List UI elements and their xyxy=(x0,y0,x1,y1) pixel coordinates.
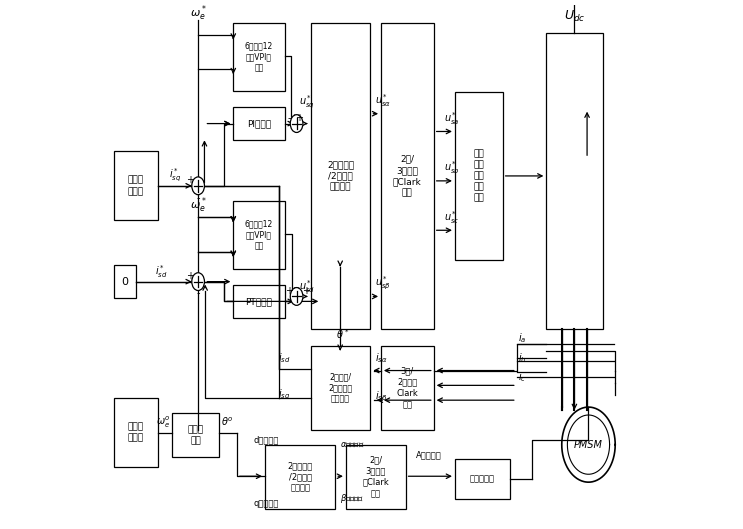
Text: $i_{sq}$: $i_{sq}$ xyxy=(278,388,290,403)
FancyBboxPatch shape xyxy=(114,151,158,221)
Text: 离散积
分器: 离散积 分器 xyxy=(187,425,204,445)
Text: $i_c$: $i_c$ xyxy=(518,370,527,385)
Ellipse shape xyxy=(291,288,303,305)
Text: $u_{sb}^*$: $u_{sb}^*$ xyxy=(444,160,460,177)
Text: $i_{sd}^*$: $i_{sd}^*$ xyxy=(155,263,167,280)
Ellipse shape xyxy=(192,273,204,290)
Text: $u_{sa}^*$: $u_{sa}^*$ xyxy=(444,110,460,127)
FancyBboxPatch shape xyxy=(233,200,285,269)
Text: $u_{sd}^*$: $u_{sd}^*$ xyxy=(299,278,315,295)
Text: 6倍频与12
倍频VPI控
制器: 6倍频与12 倍频VPI控 制器 xyxy=(245,219,273,250)
FancyBboxPatch shape xyxy=(381,23,434,329)
Text: 2相同步速
/2相静止
坐标变换: 2相同步速 /2相静止 坐标变换 xyxy=(327,160,354,191)
Text: $\omega_e^o$: $\omega_e^o$ xyxy=(157,414,171,430)
Text: $\theta^*$: $\theta^*$ xyxy=(336,327,349,341)
Text: PI控制器: PI控制器 xyxy=(247,119,271,128)
Text: $i_a$: $i_a$ xyxy=(518,331,527,345)
Ellipse shape xyxy=(192,177,204,195)
Text: d轴补偿值: d轴补偿值 xyxy=(253,435,279,444)
Text: $i_{s\alpha}$: $i_{s\alpha}$ xyxy=(375,351,388,364)
Text: $\beta$轴补偿值: $\beta$轴补偿值 xyxy=(340,492,365,506)
Text: PMSM: PMSM xyxy=(574,440,603,450)
Text: +: + xyxy=(186,175,195,185)
Text: $u_{sq}^*$: $u_{sq}^*$ xyxy=(299,93,314,111)
Text: 2相/
3相静止
反Clark
变换: 2相/ 3相静止 反Clark 变换 xyxy=(363,455,389,498)
FancyBboxPatch shape xyxy=(114,398,158,467)
FancyBboxPatch shape xyxy=(233,285,285,318)
Text: 二维表生成: 二维表生成 xyxy=(470,475,495,484)
Text: +: + xyxy=(285,286,293,296)
Text: q轴补偿值: q轴补偿值 xyxy=(253,499,279,508)
Text: $\omega_e^*$: $\omega_e^*$ xyxy=(189,196,207,215)
FancyBboxPatch shape xyxy=(381,346,434,430)
Text: 3相/
2相静止
Clark
变换: 3相/ 2相静止 Clark 变换 xyxy=(397,367,418,409)
Text: 0: 0 xyxy=(121,277,129,287)
Text: +: + xyxy=(186,271,195,281)
FancyBboxPatch shape xyxy=(172,413,219,458)
Text: 2相同步速
/2相静止
坐标变换: 2相同步速 /2相静止 坐标变换 xyxy=(288,461,313,492)
Text: $i_{s\beta}$: $i_{s\beta}$ xyxy=(375,390,388,404)
FancyBboxPatch shape xyxy=(265,445,335,509)
Text: $u_{sc}^*$: $u_{sc}^*$ xyxy=(444,209,460,226)
Text: $\omega_e^*$: $\omega_e^*$ xyxy=(189,3,207,23)
Text: 2相静止/
2相同步速
坐标变换: 2相静止/ 2相同步速 坐标变换 xyxy=(328,372,353,404)
FancyBboxPatch shape xyxy=(311,23,371,329)
Text: $u_{s\beta}^*$: $u_{s\beta}^*$ xyxy=(375,275,392,293)
Text: $i_{sd}$: $i_{sd}$ xyxy=(278,351,291,364)
Text: $\alpha$轴补偿值: $\alpha$轴补偿值 xyxy=(340,440,365,449)
FancyBboxPatch shape xyxy=(114,265,136,298)
Text: $i_b$: $i_b$ xyxy=(518,351,527,364)
FancyBboxPatch shape xyxy=(546,33,603,329)
Text: 电压
空间
矢量
脉宽
调制: 电压 空间 矢量 脉宽 调制 xyxy=(473,149,484,203)
Text: PT控制器: PT控制器 xyxy=(245,297,273,306)
Text: 电流频
率扫描: 电流频 率扫描 xyxy=(128,423,144,443)
Text: $i_{sq}^*$: $i_{sq}^*$ xyxy=(169,166,181,184)
Text: 电流幅
值扫描: 电流幅 值扫描 xyxy=(128,176,144,196)
FancyBboxPatch shape xyxy=(233,107,285,140)
Text: -: - xyxy=(196,193,200,203)
FancyBboxPatch shape xyxy=(311,346,371,430)
FancyBboxPatch shape xyxy=(455,460,510,499)
Text: +: + xyxy=(302,286,310,296)
Text: 2相/
3相静止
反Clark
变换: 2相/ 3相静止 反Clark 变换 xyxy=(393,155,422,197)
Text: $\theta^o$: $\theta^o$ xyxy=(221,416,234,428)
FancyBboxPatch shape xyxy=(345,445,406,509)
Text: $U_{dc}$: $U_{dc}$ xyxy=(564,10,585,24)
Text: A轴补偿值: A轴补偿值 xyxy=(416,450,442,459)
Text: +: + xyxy=(295,113,302,123)
FancyBboxPatch shape xyxy=(233,23,285,91)
Text: 6倍频与12
倍频VPI控
制器: 6倍频与12 倍频VPI控 制器 xyxy=(245,41,273,72)
FancyBboxPatch shape xyxy=(455,92,503,260)
Text: -: - xyxy=(287,113,291,123)
Ellipse shape xyxy=(291,115,303,132)
Text: -: - xyxy=(196,288,200,298)
Text: $u_{s\alpha}^*$: $u_{s\alpha}^*$ xyxy=(375,93,392,110)
